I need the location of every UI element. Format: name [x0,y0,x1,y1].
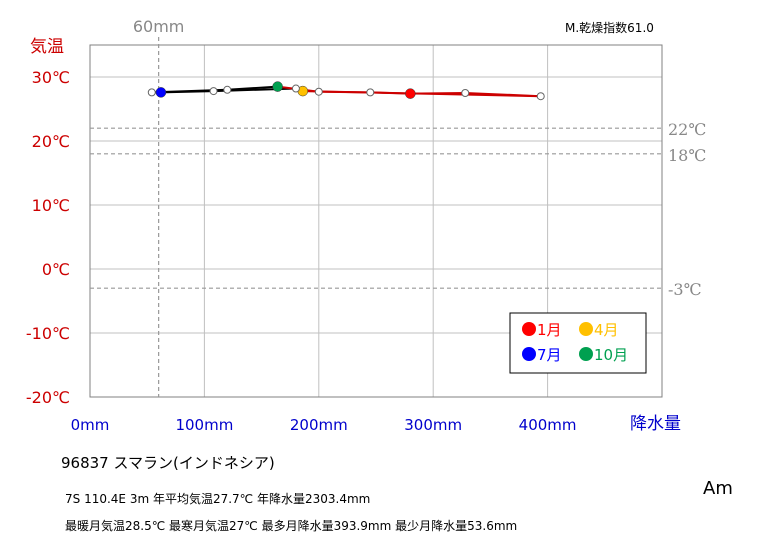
monthly-points [147,81,545,101]
month-point-9 [223,85,232,94]
y-tick-label: 20℃ [32,132,70,151]
month-point-11 [314,87,323,96]
x-axis-label: 降水量 [630,414,681,434]
legend-marker [579,347,593,361]
y-tick-label: 30℃ [32,68,70,87]
y-tick-label: -10℃ [26,324,70,343]
legend-label: 1月 [537,321,562,339]
grid [90,45,662,397]
y-tick-label: 0℃ [42,260,70,279]
x-tick-label: 200mm [290,416,348,434]
reference-label-temp: -3℃ [668,280,701,299]
y-tick-label: 10℃ [32,196,70,215]
y-axis-label: 気温 [30,37,64,57]
legend-label: 7月 [537,346,562,364]
station-summary-line2: 最暖月気温28.5℃ 最寒月気温27℃ 最多月降水量393.9mm 最少月降水量… [65,519,518,533]
legend-marker [579,322,593,336]
legend-box [509,312,647,374]
month-point-2 [461,89,470,97]
reference-label-temp: 22℃ [668,120,706,139]
month-point-3 [536,92,545,101]
x-tick-label: 400mm [519,416,577,434]
y-tick-labels: -20℃ -10℃ 0℃ 10℃ 20℃ 30℃ [26,68,70,407]
month-point-5 [291,84,300,93]
x-tick-label: 100mm [175,416,233,434]
x-tick-label: 0mm [71,416,110,434]
month-point-7 [155,87,167,98]
legend: 1月 4月 7月 10月 [509,312,647,374]
legend-marker [522,322,536,336]
y-tick-label: -20℃ [26,388,70,407]
x-tick-labels: 0mm 100mm 200mm 300mm 400mm [71,416,577,434]
series-segment [318,90,371,94]
month-point-8 [147,88,156,97]
month-point-1 [405,88,416,99]
month-point-12 [366,88,375,97]
series-segment [370,91,411,95]
plot-frame [89,44,663,398]
month-point-6 [209,87,218,96]
x-tick-label: 300mm [404,416,462,434]
reference-label-temp: 18℃ [668,146,706,165]
aridity-index: M.乾燥指数61.0 [565,20,654,35]
reference-label-precip: 60mm [133,17,185,36]
station-summary-line1: 7S 110.4E 3m 年平均気温27.7℃ 年降水量2303.4mm [65,492,371,506]
climate-class: Am [703,478,733,499]
station-name: 96837 スマラン(インドネシア) [61,454,275,472]
legend-marker [522,347,536,361]
legend-label: 4月 [594,321,619,339]
series-segment [227,85,278,91]
legend-label: 10月 [594,346,628,364]
month-point-10 [272,81,283,92]
